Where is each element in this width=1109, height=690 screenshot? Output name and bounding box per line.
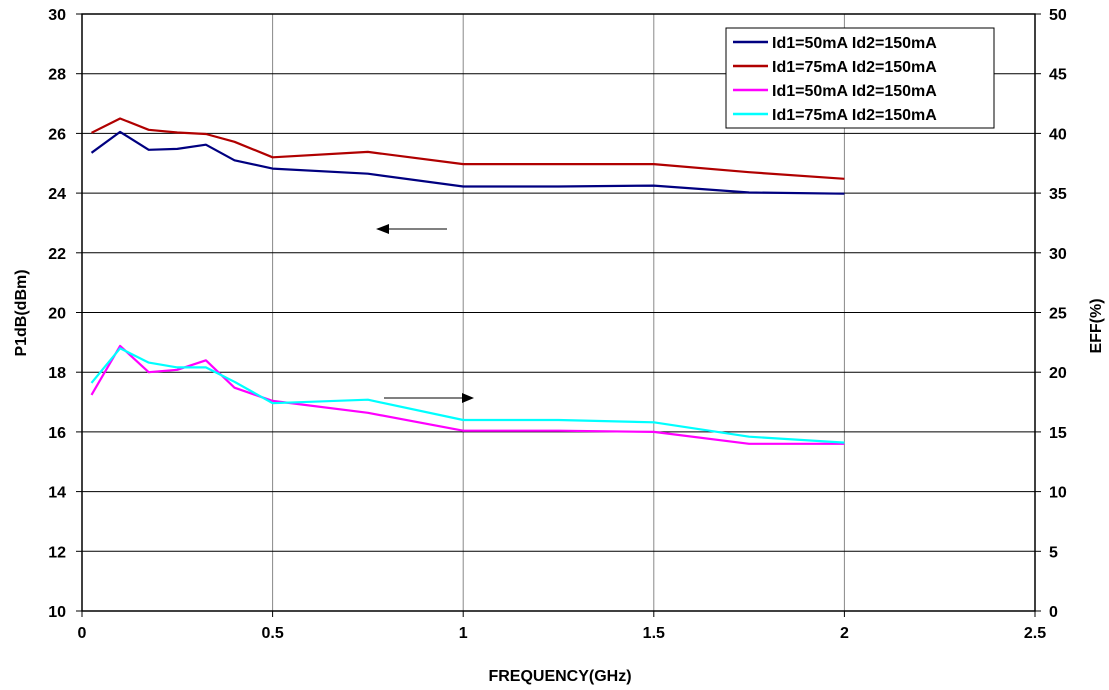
legend-box [725,27,995,129]
tick-labels: 0 0.5 1 1.5 2 2.5 10 12 14 16 18 20 22 24 26 28 30 0 5 10 15… [48,7,1067,642]
y-tick-label: 14 [48,485,66,502]
y2-tick-label: 25 [1049,306,1067,323]
y2-tick-label: 20 [1049,365,1067,382]
legend-label: Id1=75mA Id2=150mA [772,107,937,124]
y2-tick-label: 5 [1049,544,1058,561]
legend-label: Id1=50mA Id2=150mA [772,35,937,52]
legend-label: Id1=75mA Id2=150mA [772,59,937,76]
x-tick-label: 2.5 [1024,625,1046,642]
right-y-axis-title: EFF(%) [1088,298,1105,353]
y-tick-label: 24 [48,186,66,203]
y-tick-label: 30 [48,7,66,24]
y-tick-label: 20 [48,306,66,323]
y2-tick-label: 40 [1049,126,1067,143]
series-line-4 [90,347,845,444]
y2-tick-label: 50 [1049,7,1067,24]
y2-tick-label: 10 [1049,485,1067,502]
y2-tick-label: 30 [1049,246,1067,263]
series-line-1 [90,130,845,195]
y2-tick-label: 35 [1049,186,1067,203]
y-tick-label: 12 [48,544,66,561]
y-tick-label: 26 [48,126,66,143]
y2-tick-label: 15 [1049,425,1067,442]
legend-label: Id1=50mA Id2=150mA [772,83,937,100]
series-line-3 [90,344,845,445]
plot-frame [76,13,1041,617]
y-tick-label: 22 [48,246,66,263]
annotations [376,224,474,403]
x-axis-title: FREQUENCY(GHz) [488,668,631,685]
y-tick-label: 28 [48,67,66,84]
y-tick-label: 18 [48,365,66,382]
y2-tick-label: 0 [1049,604,1058,621]
x-tick-label: 1.5 [643,625,665,642]
arrow-left-head [376,224,389,234]
x-tick-label: 2 [840,625,849,642]
y2-tick-label: 45 [1049,67,1067,84]
plot-area-border [81,13,1036,612]
x-tick-label: 1 [459,625,468,642]
y-tick-label: 16 [48,425,66,442]
series-line-2 [91,117,845,180]
left-y-axis-title: P1dB(dBm) [13,269,30,356]
y-tick-label: 10 [48,604,66,621]
legend: Id1=50mA Id2=150mA Id1=75mA Id2=150mA Id1=… [725,27,995,129]
x-tick-label: 0.5 [261,625,283,642]
arrow-right-head [462,393,474,403]
x-tick-label: 0 [78,625,87,642]
series-lines [90,117,845,445]
